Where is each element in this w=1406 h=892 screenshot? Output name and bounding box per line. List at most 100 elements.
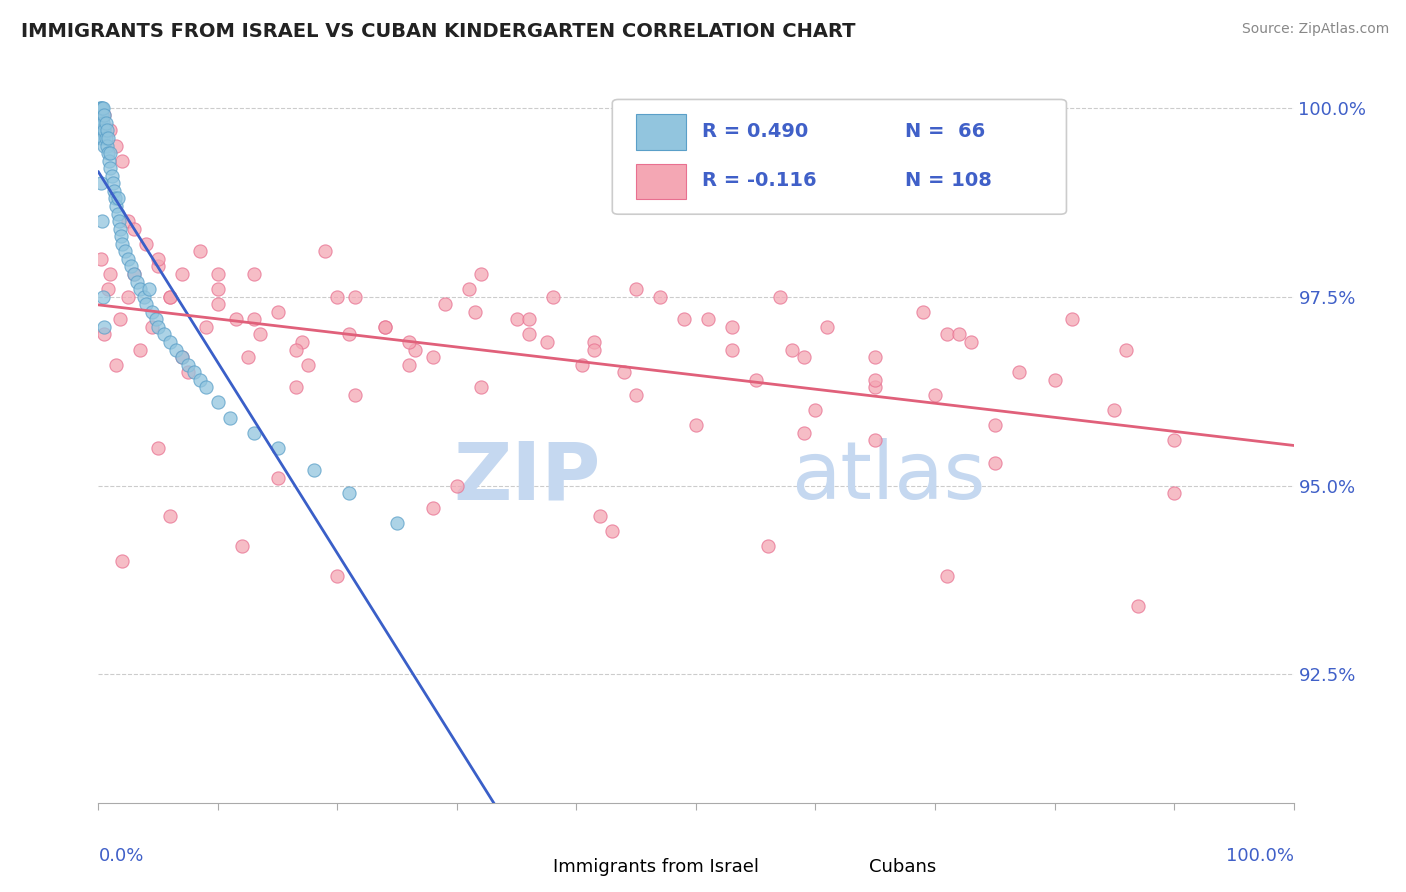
Point [984,418,1007,433]
Point [90,177,112,191]
Point [124,267,146,281]
Bar [637,164,686,200]
Point [103,184,125,198]
Point [960,334,983,349]
Point [177,358,200,372]
Point [135,236,157,251]
Point [89,108,111,122]
Point [541,290,564,304]
Point [114,244,136,259]
Point [148,252,170,266]
Point [159,290,181,304]
Point [91,290,114,304]
Point [183,365,205,379]
Point [374,319,396,334]
Point [129,343,152,357]
Point [936,569,959,583]
Point [117,214,139,228]
FancyBboxPatch shape [613,99,1067,214]
Point [94,131,117,145]
Text: N =  66: N = 66 [905,122,986,141]
Point [865,380,887,394]
Point [107,191,129,205]
Point [793,425,815,440]
Point [148,319,170,334]
Point [125,275,148,289]
Point [745,373,768,387]
Point [339,486,361,500]
Point [291,334,314,349]
Point [297,358,319,372]
Point [91,101,114,115]
Point [302,463,325,477]
Point [172,350,194,364]
Point [865,373,887,387]
Point [1128,599,1150,614]
Point [145,312,167,326]
Point [673,312,696,326]
Text: R = 0.490: R = 0.490 [702,122,808,141]
Point [188,373,211,387]
Point [756,539,779,553]
Point [91,116,114,130]
Point [97,282,120,296]
Bar [499,843,538,871]
Point [98,146,122,161]
Point [398,358,420,372]
Point [458,282,481,296]
Point [422,501,444,516]
Point [374,319,396,334]
Point [177,365,200,379]
Point [793,350,815,364]
Point [613,365,636,379]
Point [124,267,146,281]
Point [589,508,612,523]
Point [141,319,163,334]
Point [91,108,114,122]
Point [804,403,827,417]
Point [98,123,122,137]
Point [207,267,229,281]
Point [141,304,163,318]
Point [685,418,707,433]
Point [105,358,128,372]
Text: Source: ZipAtlas.com: Source: ZipAtlas.com [1241,22,1389,37]
Point [583,334,606,349]
Point [243,312,266,326]
Point [93,138,115,153]
Point [98,153,121,168]
Text: 100.0%: 100.0% [1226,847,1294,865]
Text: atlas: atlas [792,438,986,516]
Point [339,327,361,342]
Point [284,343,307,357]
Point [721,319,744,334]
Point [111,153,134,168]
Point [94,116,117,130]
Point [91,131,114,145]
Point [159,508,181,523]
Point [105,199,128,213]
Point [91,214,114,228]
Point [91,123,114,137]
Point [132,290,155,304]
Point [602,524,624,538]
Point [159,334,181,349]
Point [107,214,129,228]
Point [315,244,337,259]
Point [195,319,218,334]
Point [93,319,115,334]
Point [138,282,160,296]
Point [470,267,492,281]
Point [231,539,253,553]
Point [1043,373,1066,387]
Point [780,343,803,357]
Point [117,252,139,266]
Point [626,388,648,402]
Point [159,290,181,304]
Point [90,101,112,115]
Point [249,327,271,342]
Point [626,282,648,296]
Point [243,267,266,281]
Point [93,123,115,137]
Point [105,138,128,153]
